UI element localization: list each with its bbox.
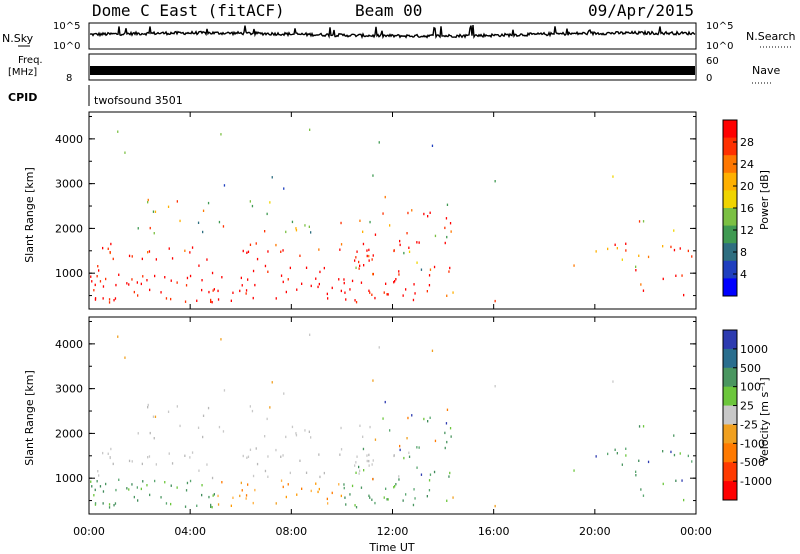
x-tick-label: 04:00 — [174, 525, 206, 538]
velocity-scatter — [90, 333, 693, 509]
cpid-label: CPID — [8, 91, 37, 104]
colorbar-swatch — [723, 225, 737, 244]
colorbar-swatch — [723, 120, 737, 139]
colorbar-tick-label: 8 — [740, 246, 747, 259]
freq-unit: [MHz] — [8, 67, 37, 78]
velocity-y-label: Slant Range [km] — [23, 370, 36, 466]
date-title: 09/Apr/2015 — [588, 1, 694, 20]
y-tick-label: 2000 — [55, 427, 83, 440]
x-tick-label: 00:00 — [680, 525, 712, 538]
colorbar-swatch — [723, 367, 737, 388]
power-colorbar-label: Power [dB] — [758, 170, 771, 230]
y-tick-label: 4000 — [55, 133, 83, 146]
nsky-tick-top: 10^5 — [53, 21, 80, 32]
x-tick-label: 00:00 — [73, 525, 105, 538]
freq-strip: Freq. [MHz] 8 60 0 Nave — [8, 53, 780, 84]
colorbar-tick-label: 1000 — [740, 343, 768, 356]
y-tick-label: 1000 — [55, 267, 83, 280]
colorbar-swatch — [723, 481, 737, 501]
colorbar-swatch — [723, 386, 737, 407]
colorbar-swatch — [723, 137, 737, 156]
colorbar-tick-label: 28 — [740, 136, 754, 149]
y-tick-label: 2000 — [55, 222, 83, 235]
nsky-tick-bottom: 10^0 — [53, 41, 80, 52]
colorbar-tick-label: -1000 — [740, 475, 772, 488]
nsky-strip: N.Sky 10^5 10^0 10^5 10^0 N.Search — [2, 21, 796, 52]
colorbar-swatch — [723, 278, 737, 297]
nave-label: Nave — [752, 64, 780, 77]
colorbar-tick-label: 500 — [740, 362, 761, 375]
colorbar-swatch — [723, 260, 737, 279]
colorbar-swatch — [723, 172, 737, 191]
colorbar-tick-label: 16 — [740, 202, 754, 215]
nsearch-tick-bottom: 10^0 — [706, 41, 733, 52]
colorbar-tick-label: 20 — [740, 180, 754, 193]
cpid-value: twofsound 3501 — [94, 94, 183, 107]
x-tick-label: 08:00 — [275, 525, 307, 538]
colorbar-tick-label: 25 — [740, 400, 754, 413]
nsearch-tick-top: 10^5 — [706, 21, 733, 32]
power-panel: 1000 2000 3000 4000 Slant Range [km] 28 24 20… — [23, 111, 771, 310]
y-tick-label: 3000 — [55, 178, 83, 191]
velocity-colorbar-label: Velocity [m s⁻¹] — [758, 377, 771, 462]
radar-title: Dome C East (fitACF) — [92, 1, 285, 20]
beam-title: Beam 00 — [355, 1, 422, 20]
colorbar-swatch — [723, 190, 737, 209]
nsearch-label: N.Search — [746, 30, 796, 43]
x-axis-label: Time UT — [368, 541, 414, 554]
colorbar-swatch — [723, 443, 737, 463]
colorbar-tick-label: -25 — [740, 418, 758, 431]
cpid-strip: CPID twofsound 3501 — [8, 85, 183, 107]
x-tick-label: 16:00 — [478, 525, 510, 538]
y-tick-label: 4000 — [55, 338, 83, 351]
colorbar-tick-label: 4 — [740, 268, 747, 281]
nave-tick-top: 60 — [706, 56, 719, 67]
x-tick-label: 20:00 — [579, 525, 611, 538]
colorbar-tick-label: 12 — [740, 224, 754, 237]
colorbar-swatch — [723, 462, 737, 482]
colorbar-tick-label: 100 — [740, 381, 761, 394]
power-colorbar: 28 24 20 16 12 8 4 — [722, 119, 754, 297]
colorbar-swatch — [723, 208, 737, 227]
colorbar-swatch — [723, 243, 737, 262]
nave-tick-bottom: 0 — [706, 73, 712, 84]
freq-tick: 8 — [66, 73, 72, 84]
time-axis: 00:00 04:00 08:00 12:00 16:00 20:00 00:00 — [73, 112, 712, 538]
colorbar-swatch — [723, 330, 737, 350]
y-tick-label: 3000 — [55, 383, 83, 396]
x-tick-label: 12:00 — [377, 525, 409, 538]
power-scatter — [90, 128, 693, 304]
colorbar-swatch — [723, 348, 737, 369]
velocity-panel: 1000 2000 3000 4000 Slant Range [km] 1000 50… — [23, 316, 772, 515]
velocity-y-axis: 1000 2000 3000 4000 — [55, 320, 696, 502]
nsky-trace — [89, 25, 696, 40]
freq-trace — [90, 66, 695, 75]
velocity-colorbar: 1000 500 100 25 -25 -100 -500 -1000 — [722, 329, 772, 501]
colorbar-swatch — [723, 405, 737, 425]
colorbar-swatch — [723, 155, 737, 174]
nsky-label: N.Sky — [2, 32, 34, 45]
colorbar-tick-label: -100 — [740, 437, 765, 450]
colorbar-tick-label: -500 — [740, 456, 765, 469]
colorbar-tick-label: 24 — [740, 158, 754, 171]
y-tick-label: 1000 — [55, 472, 83, 485]
freq-label: Freq. — [18, 55, 43, 66]
power-y-axis: 1000 2000 3000 4000 — [55, 115, 696, 297]
power-y-label: Slant Range [km] — [23, 167, 36, 263]
colorbar-swatch — [723, 424, 737, 444]
